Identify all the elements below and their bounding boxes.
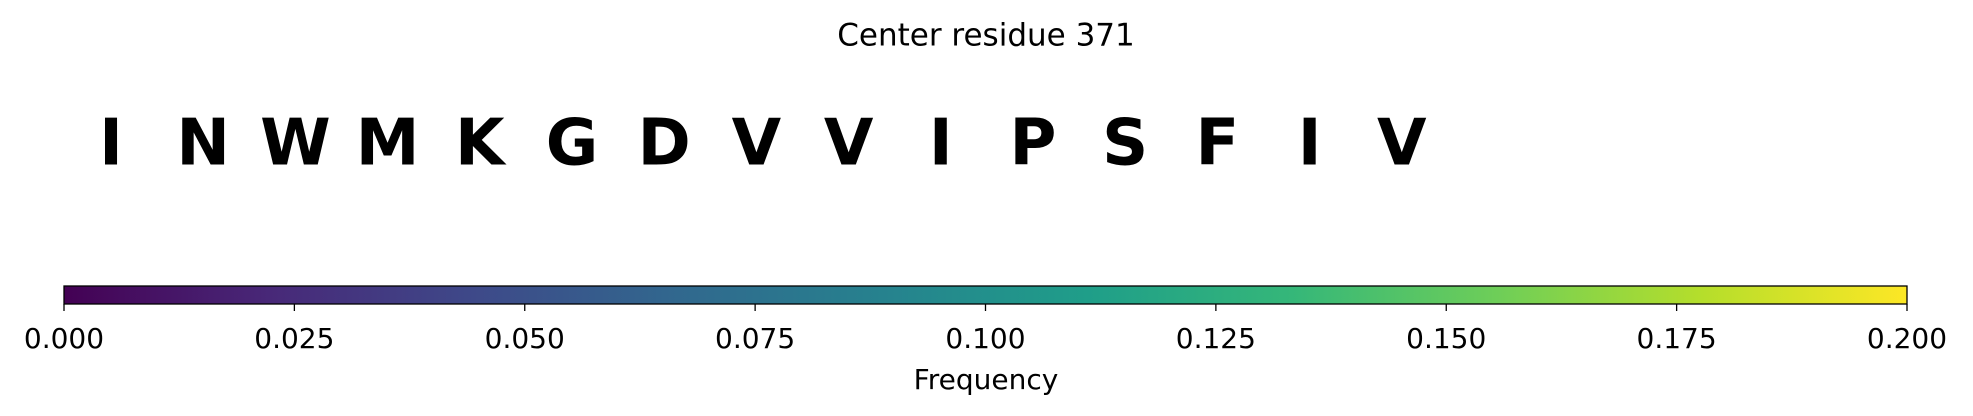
colorbar-label: Frequency — [914, 363, 1059, 396]
tick-label: 0.175 — [1637, 322, 1717, 355]
residue-letter: I — [99, 107, 123, 181]
residue-letter: V — [732, 107, 782, 181]
residue-letter: I — [929, 107, 953, 181]
tick-label: 0.100 — [945, 322, 1025, 355]
residue-letter: K — [455, 107, 507, 181]
tick-label: 0.075 — [715, 322, 795, 355]
tick-label: 0.200 — [1867, 322, 1947, 355]
tick-label: 0.050 — [485, 322, 565, 355]
residue-letter: D — [638, 107, 691, 181]
residue-letter: S — [1102, 107, 1148, 181]
residue-letter: V — [824, 107, 874, 181]
residue-letter: W — [260, 107, 331, 181]
tick-label: 0.000 — [24, 322, 104, 355]
colorbar — [63, 285, 1908, 305]
residue-letter: P — [1010, 107, 1057, 181]
residue-letter: F — [1196, 107, 1240, 181]
residue-letter: N — [176, 107, 230, 181]
residue-letter: I — [1298, 107, 1322, 181]
residue-letter: M — [356, 107, 420, 181]
tick-label: 0.125 — [1176, 322, 1256, 355]
tick-label: 0.025 — [254, 322, 334, 355]
tick-label: 0.150 — [1406, 322, 1486, 355]
residue-letter: V — [1377, 107, 1427, 181]
chart-title: Center residue 371 — [837, 18, 1135, 54]
residue-letter: G — [546, 107, 599, 181]
